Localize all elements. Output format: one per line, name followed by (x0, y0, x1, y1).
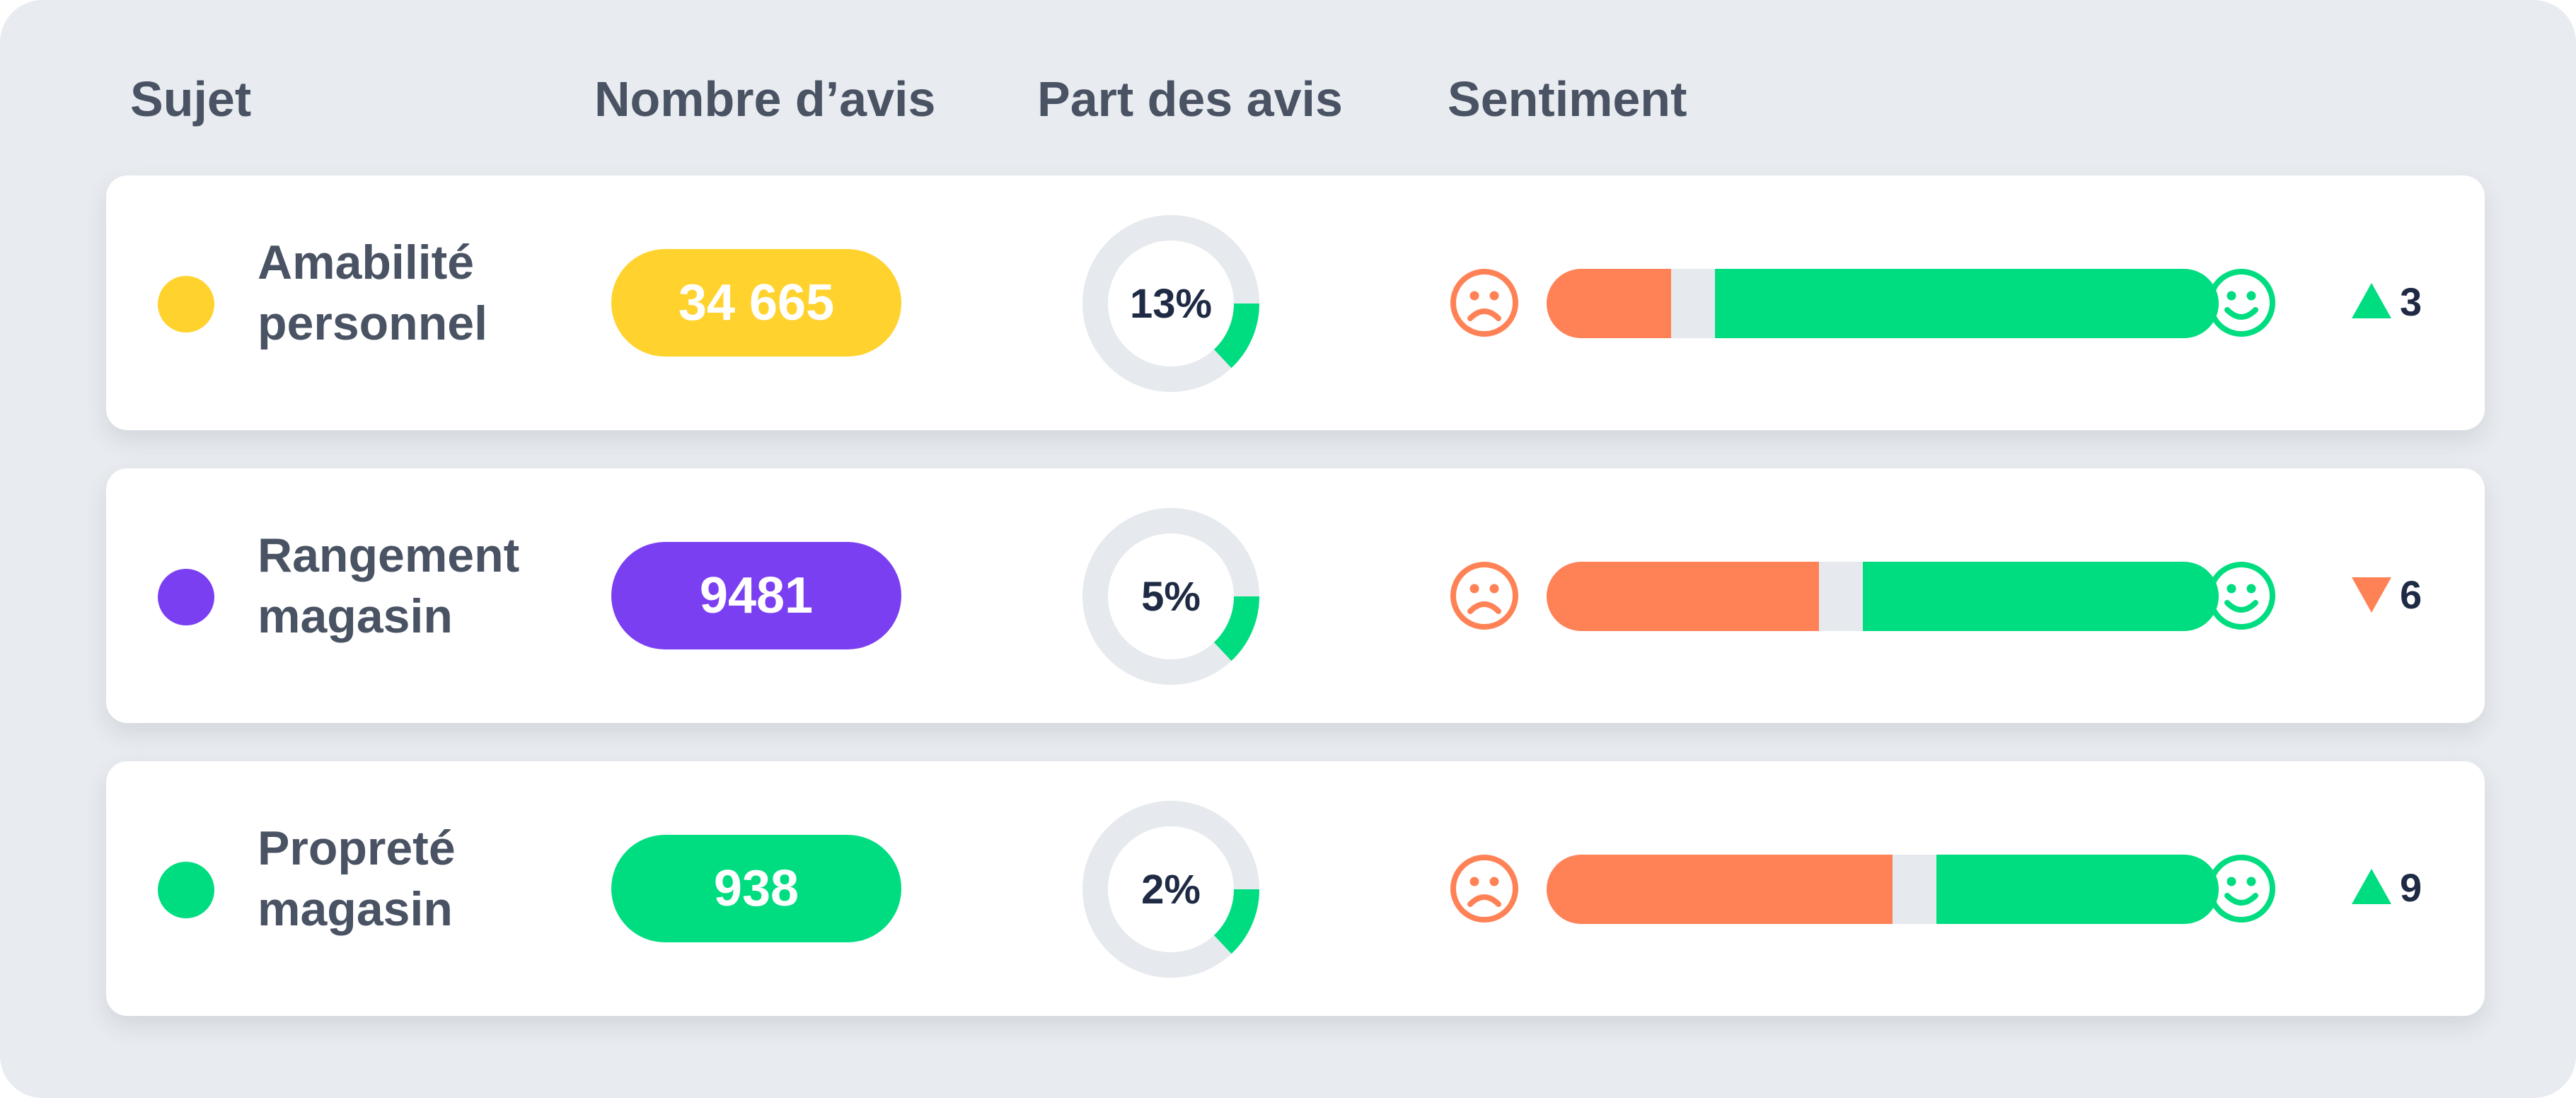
sentiment-positive-segment (1862, 562, 2219, 631)
sad-face-icon (1450, 855, 1518, 923)
topic-color-dot (158, 569, 214, 625)
review-share-donut: 5% (1082, 508, 1259, 685)
sad-face-icon (1450, 562, 1518, 630)
review-share-arc (1082, 801, 1259, 978)
topic-name-line: magasin (258, 589, 453, 643)
trend-up-icon (2352, 283, 2391, 318)
sentiment-positive-segment (1936, 855, 2219, 924)
topic-name-line: Propreté (258, 821, 456, 875)
review-count-badge: 938 (611, 835, 901, 942)
review-share-donut: 13% (1082, 215, 1259, 392)
topic-row[interactable]: Amabilité personnel 34 665 13% (106, 175, 2485, 430)
trend-value: 3 (2400, 279, 2422, 324)
column-header-share: Part des avis (1037, 71, 1343, 127)
trend-value: 9 (2400, 865, 2422, 910)
topic-row[interactable]: Rangement magasin 9481 5% (106, 468, 2485, 723)
review-share-arc (1082, 508, 1259, 685)
sentiment-bar (1547, 562, 2219, 631)
review-share-label: 13% (1129, 280, 1213, 327)
trend-up-icon (2352, 869, 2391, 904)
happy-face-icon (2207, 855, 2275, 923)
topic-name-line: personnel (258, 296, 487, 350)
review-share-label: 5% (1141, 573, 1201, 620)
sentiment-bar (1547, 269, 2219, 338)
column-header-subject: Sujet (130, 71, 252, 127)
review-count-badge: 34 665 (611, 249, 901, 357)
happy-face-icon (2207, 562, 2275, 630)
topic-name: Amabilité personnel (258, 232, 625, 354)
trend-down-icon (2352, 577, 2391, 613)
column-header-sentiment: Sentiment (1448, 71, 1687, 127)
review-share-label: 2% (1141, 866, 1201, 913)
topic-color-dot (158, 862, 214, 918)
topic-name-line: Amabilité (258, 236, 475, 289)
sentiment-positive-segment (1714, 269, 2219, 338)
column-header-count: Nombre d’avis (594, 71, 936, 127)
topic-name: Rangement magasin (258, 525, 625, 647)
happy-face-icon (2207, 269, 2275, 337)
sentiment-negative-segment (1547, 269, 1671, 338)
review-count-badge: 9481 (611, 542, 901, 649)
sentiment-negative-segment (1547, 855, 1893, 924)
topic-color-dot (158, 276, 214, 333)
topic-name-line: magasin (258, 882, 453, 936)
topic-name-line: Rangement (258, 528, 520, 582)
sentiment-negative-segment (1547, 562, 1819, 631)
review-share-arc (1082, 215, 1259, 392)
sentiment-bar (1547, 855, 2219, 924)
review-share-donut: 2% (1082, 801, 1259, 978)
topic-row[interactable]: Propreté magasin 938 2% (106, 761, 2485, 1016)
topic-name: Propreté magasin (258, 818, 625, 940)
sad-face-icon (1450, 269, 1518, 337)
trend-value: 6 (2400, 572, 2422, 617)
